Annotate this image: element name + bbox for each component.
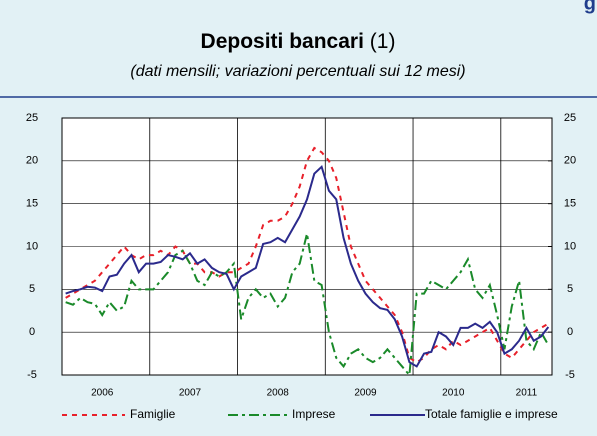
y-tick-label: 10 [26,240,38,252]
legend-label: Famiglie [130,407,176,421]
y2-tick-label: -5 [565,369,575,381]
title-main: Depositi bancari [201,30,364,53]
y-tick-label: 25 [26,112,38,124]
y2-tick-label: 15 [564,198,576,210]
y-tick-label: 20 [26,155,38,167]
chart-title: Depositi bancari (1) [201,30,396,53]
header-fragment: g [584,0,596,14]
title-note: (1) [370,30,396,53]
y-tick-label: -5 [27,369,37,381]
x-tick-label: 2006 [91,388,114,399]
y2-tick-label: 0 [567,326,573,338]
y-tick-label: 0 [29,326,35,338]
legend-label: Imprese [292,407,336,421]
y-tick-label: 5 [29,283,35,295]
series-line [65,233,550,378]
legend-label: Totale famiglie e imprese [425,407,558,421]
y2-tick-label: 10 [564,240,576,252]
chart-subtitle: (dati mensili; variazioni percentuali su… [130,63,465,80]
y2-tick-label: 5 [567,283,573,295]
x-tick-label: 2011 [516,388,538,399]
x-tick-label: 2009 [354,388,377,399]
x-tick-label: 2007 [179,388,202,399]
series-line [65,165,550,368]
x-tick-label: 2010 [442,388,465,399]
y-tick-label: 15 [26,198,38,210]
y2-tick-label: 25 [564,112,576,124]
y2-tick-label: 20 [564,155,576,167]
x-tick-label: 2008 [267,388,290,399]
series-line [65,146,549,364]
